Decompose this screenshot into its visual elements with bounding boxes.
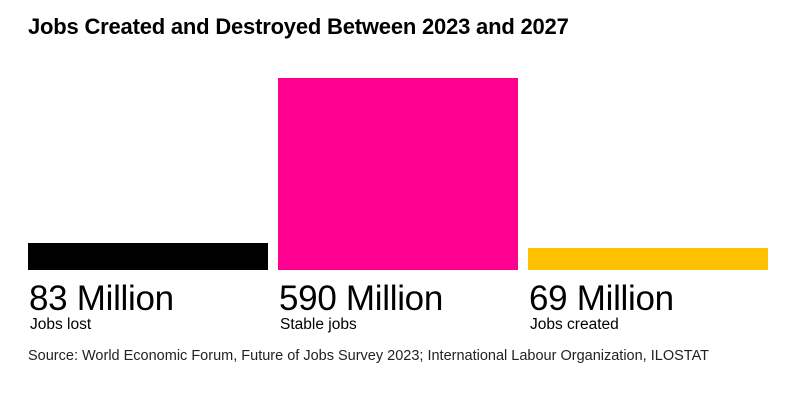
value-label: 590 Million	[279, 279, 444, 318]
chart-title: Jobs Created and Destroyed Between 2023 …	[28, 14, 569, 39]
chart-source: Source: World Economic Forum, Future of …	[28, 348, 710, 364]
bar-jobs-lost	[28, 243, 268, 270]
value-label: 83 Million	[29, 279, 174, 318]
bar-jobs-created	[528, 248, 768, 270]
category-label: Jobs lost	[30, 316, 92, 333]
value-label: 69 Million	[529, 279, 674, 318]
category-label: Jobs created	[530, 316, 619, 333]
category-label: Stable jobs	[280, 316, 357, 333]
bar-stable-jobs	[278, 78, 518, 270]
